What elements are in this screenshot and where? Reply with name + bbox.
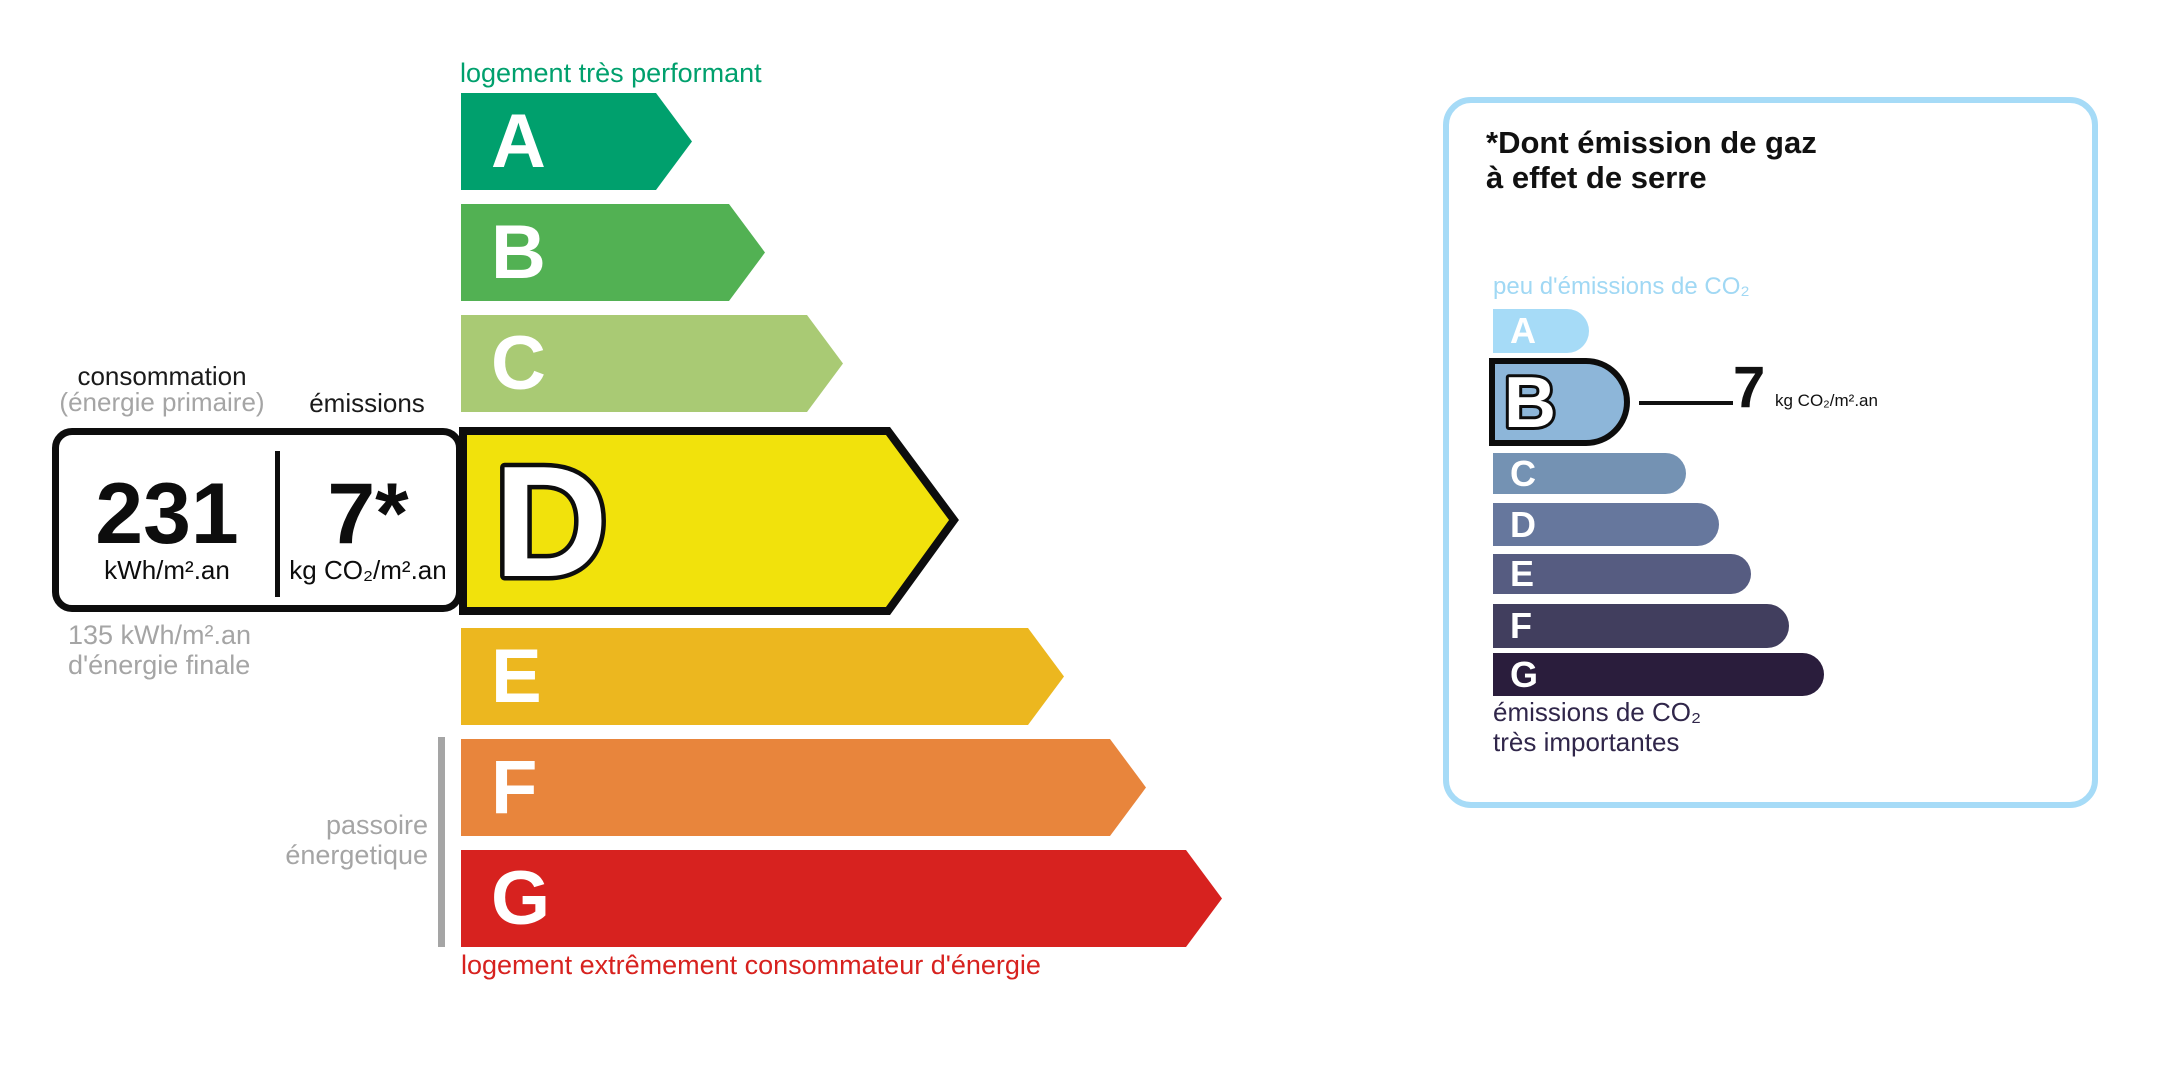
energy-class-E-arrow: E xyxy=(461,628,1064,725)
primary-energy-subheader: (énergie primaire) xyxy=(59,387,265,417)
passoire-bracket-bar xyxy=(438,737,445,947)
consumption-cell: 231 kWh/m².an xyxy=(59,435,275,613)
energy-class-C-letter: C xyxy=(491,320,546,406)
co2-value-connector-line xyxy=(1639,401,1733,405)
emissions-header: émissions xyxy=(309,388,425,418)
final-energy-line1: 135 kWh/m².an xyxy=(68,620,252,650)
passoire-label: passoire énergetique xyxy=(240,810,428,870)
passoire-line2: énergetique xyxy=(285,840,428,870)
emissions-value: 7* xyxy=(327,465,409,562)
final-energy-line2: d'énergie finale xyxy=(68,650,251,680)
consumption-unit: kWh/m².an xyxy=(104,554,230,585)
emissions-cell: 7* kg CO₂/m².an xyxy=(280,435,456,613)
co2-class-G-bar: G xyxy=(1493,653,1824,696)
energy-class-A-arrow: A xyxy=(461,93,692,190)
co2-class-C-letter: C xyxy=(1510,452,1536,494)
co2-value: 7 xyxy=(1733,355,1766,420)
co2-title-line2: à effet de serre xyxy=(1486,160,1707,195)
energy-class-D-selected-arrow: D xyxy=(459,427,959,615)
consumption-header: consommation xyxy=(77,361,247,391)
co2-class-E-letter: E xyxy=(1510,553,1535,594)
energy-class-F-letter: F xyxy=(491,744,538,830)
energy-class-C-arrow: C xyxy=(461,315,843,412)
energy-class-A-letter: A xyxy=(491,98,546,184)
co2-class-B-letter: B xyxy=(1504,363,1556,443)
co2-class-D-letter: D xyxy=(1510,503,1536,545)
consumption-value-box: 231 kWh/m².an 7* kg CO₂/m².an xyxy=(52,428,463,612)
energy-class-D-letter: D xyxy=(494,434,608,610)
co2-class-E-bar: E xyxy=(1493,554,1751,594)
energy-top-label: logement très performant xyxy=(460,58,762,88)
co2-emissions-panel: *Dont émission de gaz à effet de serre p… xyxy=(1443,97,2098,808)
co2-class-F-bar: F xyxy=(1493,604,1789,648)
co2-class-F-letter: F xyxy=(1510,605,1532,646)
co2-class-G-letter: G xyxy=(1510,653,1539,695)
co2-panel-title: *Dont émission de gaz à effet de serre xyxy=(1486,125,1817,195)
value-box-separator xyxy=(275,451,280,597)
co2-bottom-line2: très importantes xyxy=(1493,727,1680,757)
co2-value-unit: kg CO₂/m².an xyxy=(1775,391,1878,410)
energy-class-G-arrow: G xyxy=(461,850,1222,947)
emissions-unit: kg CO₂/m².an xyxy=(289,554,447,585)
co2-bottom-line1: émissions de CO₂ xyxy=(1493,697,1702,727)
co2-class-A-bar: A xyxy=(1493,309,1589,353)
co2-class-C-bar: C xyxy=(1493,453,1686,494)
energy-class-B-letter: B xyxy=(491,209,546,295)
energy-bottom-label: logement extrêmement consommateur d'éner… xyxy=(461,950,1041,980)
co2-class-B-selected-bar: B xyxy=(1489,358,1630,446)
energy-class-G-letter: G xyxy=(491,855,551,941)
co2-title-line1: *Dont émission de gaz xyxy=(1486,125,1817,160)
co2-class-B-shape xyxy=(1489,358,1630,446)
co2-class-A-letter: A xyxy=(1510,310,1536,351)
final-energy-note: 135 kWh/m².an d'énergie finale xyxy=(68,620,251,680)
passoire-line1: passoire xyxy=(325,810,428,840)
energy-class-D-arrow-shape xyxy=(459,427,959,615)
energy-class-E-letter: E xyxy=(491,633,542,719)
co2-class-D-bar: D xyxy=(1493,503,1719,546)
co2-top-label: peu d'émissions de CO₂ xyxy=(1493,273,1750,300)
energy-class-B-arrow: B xyxy=(461,204,765,301)
co2-bottom-label: émissions de CO₂ très importantes xyxy=(1493,697,1701,757)
consumption-value: 231 xyxy=(95,465,239,562)
energy-class-F-arrow: F xyxy=(461,739,1146,836)
